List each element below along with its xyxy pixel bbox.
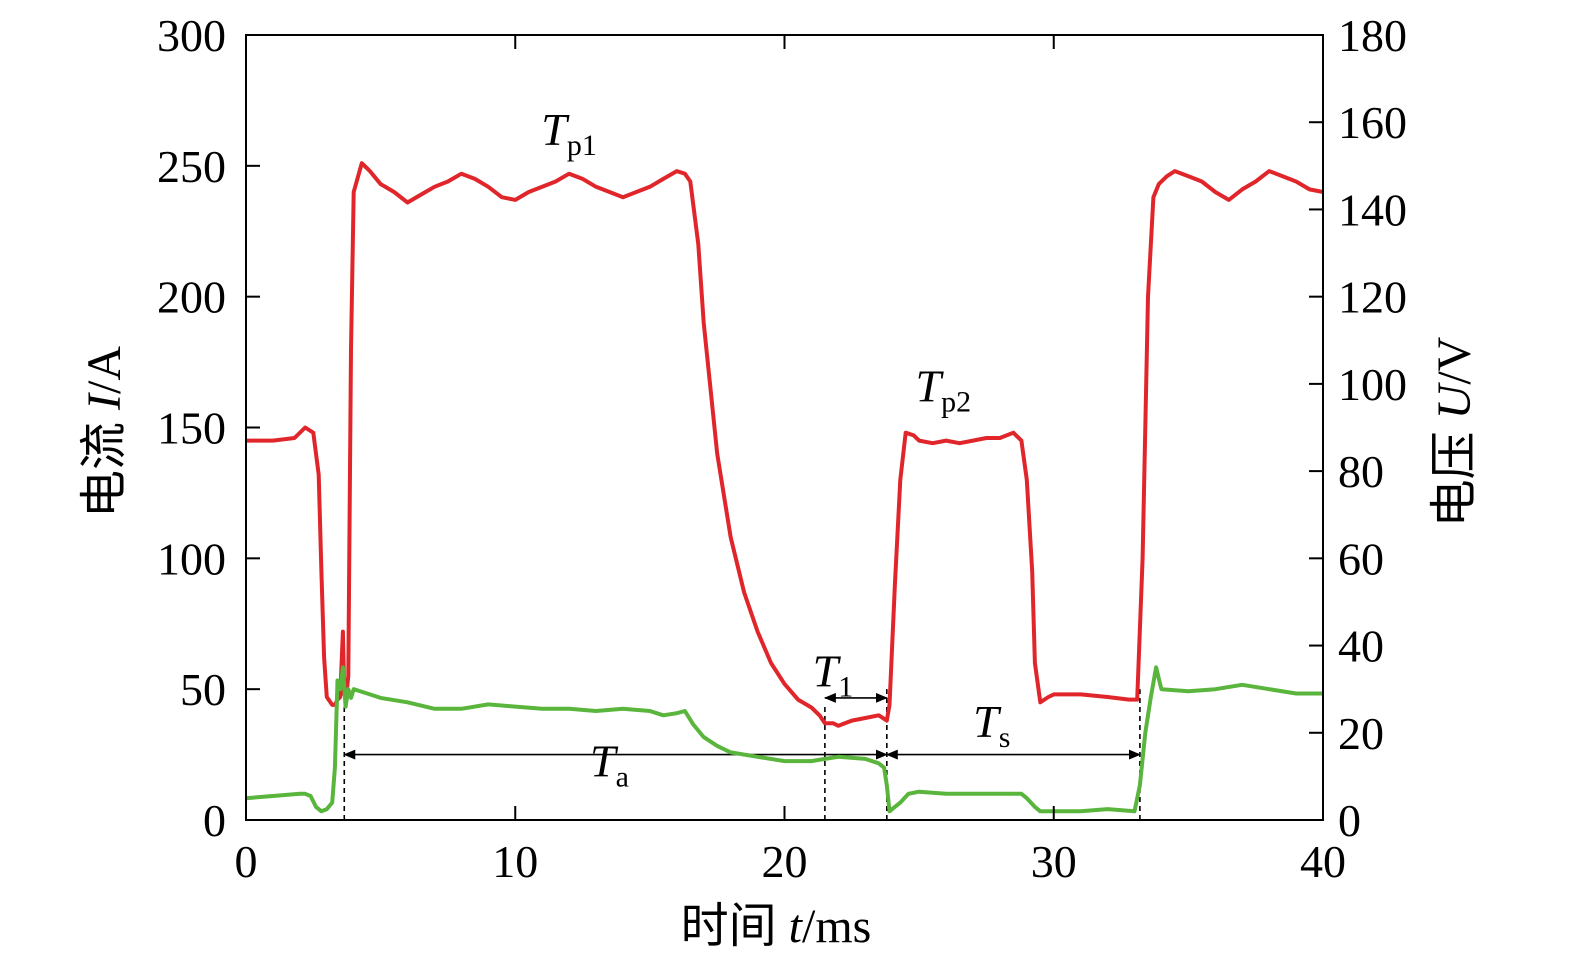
left-y-tick-label: 150 xyxy=(157,403,226,454)
x-tick-labels: 0 10 20 30 40 xyxy=(235,836,1347,887)
right-y-tick-label: 140 xyxy=(1338,184,1407,235)
left-y-tick-label: 100 xyxy=(157,533,226,584)
current-line xyxy=(246,161,1324,728)
right-y-tick-label: 40 xyxy=(1338,621,1384,672)
x-tick-label: 10 xyxy=(492,836,538,887)
tick-marks xyxy=(245,34,1324,821)
right-y-tick-label: 100 xyxy=(1338,359,1407,410)
right-y-tick-label: 180 xyxy=(1338,10,1407,61)
annotation-ts: Ts xyxy=(973,696,1010,754)
right-y-tick-labels: 0 20 40 60 80 100 120 140 160 180 xyxy=(1338,10,1407,846)
left-y-tick-label: 300 xyxy=(157,10,226,61)
x-tick-label: 40 xyxy=(1300,836,1346,887)
voltage-line xyxy=(245,665,1323,814)
right-y-tick-label: 160 xyxy=(1338,97,1407,148)
right-y-tick-label: 120 xyxy=(1338,272,1407,323)
x-axis-title: 时间 t/ms xyxy=(681,900,872,953)
left-y-tick-label: 50 xyxy=(180,664,226,715)
x-tick-label: 30 xyxy=(1031,836,1077,887)
left-y-tick-label: 200 xyxy=(157,272,226,323)
right-y-tick-label: 0 xyxy=(1338,795,1361,846)
right-y-tick-label: 20 xyxy=(1338,708,1384,759)
right-y-tick-label: 80 xyxy=(1338,446,1384,497)
annotation-ta: Ta xyxy=(590,735,629,793)
right-y-tick-label: 60 xyxy=(1338,533,1384,584)
x-tick-label: 0 xyxy=(235,836,258,887)
left-y-tick-labels: 0 50 100 150 200 250 300 xyxy=(157,10,226,846)
plot-area xyxy=(245,161,1324,820)
annotation-tp1: Tp1 xyxy=(541,104,597,162)
x-tick-label: 20 xyxy=(762,836,808,887)
right-y-axis-title: 电压 U/V xyxy=(1428,336,1481,527)
annotation-t1: T1 xyxy=(813,646,854,704)
annotation-tp2: Tp2 xyxy=(916,360,972,418)
left-y-tick-label: 0 xyxy=(203,795,226,846)
left-y-axis-title: 电流 I/A xyxy=(78,346,131,518)
left-y-tick-label: 250 xyxy=(157,141,226,192)
